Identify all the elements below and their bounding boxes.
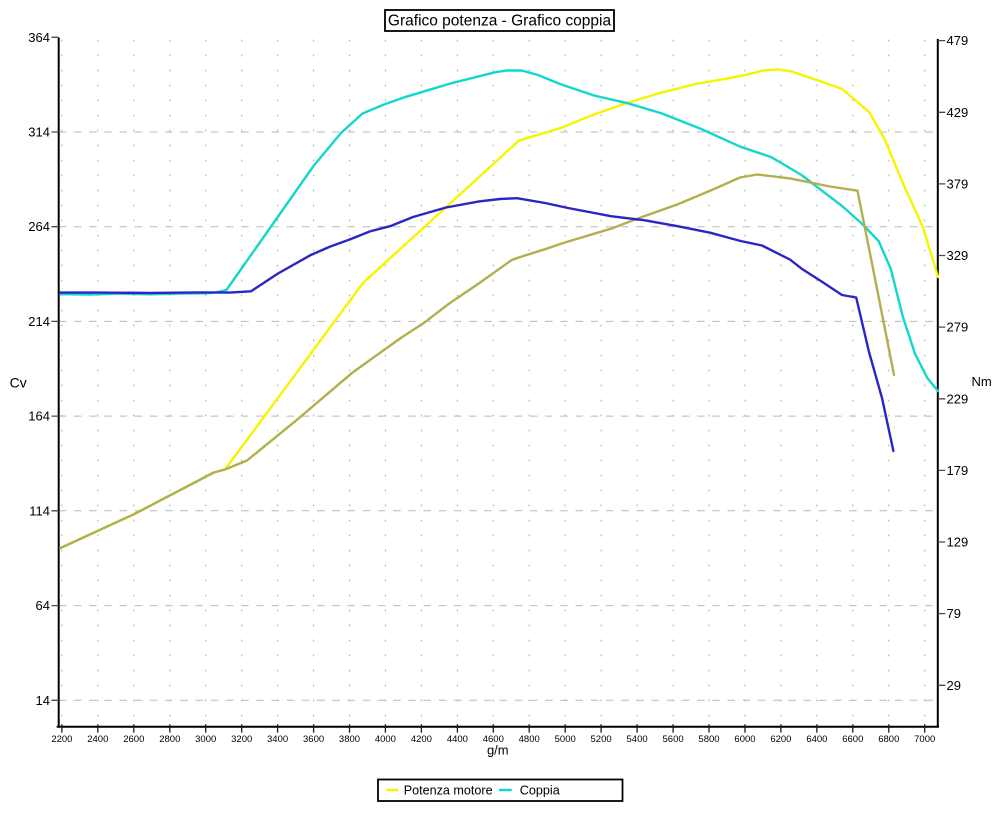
svg-text:3200: 3200 — [231, 734, 252, 745]
svg-text:Coppia: Coppia — [520, 784, 560, 798]
svg-text:Cv: Cv — [10, 375, 27, 391]
svg-text:4200: 4200 — [411, 734, 432, 745]
svg-text:14: 14 — [36, 693, 50, 708]
svg-text:2400: 2400 — [87, 734, 108, 745]
svg-text:429: 429 — [947, 105, 969, 120]
svg-text:314: 314 — [28, 125, 50, 140]
svg-text:214: 214 — [28, 314, 50, 329]
svg-text:4800: 4800 — [519, 734, 540, 745]
svg-text:2800: 2800 — [159, 734, 180, 745]
svg-text:379: 379 — [947, 176, 969, 191]
svg-text:5600: 5600 — [663, 734, 684, 745]
svg-text:5400: 5400 — [627, 734, 648, 745]
svg-text:5000: 5000 — [555, 734, 576, 745]
svg-text:479: 479 — [947, 33, 969, 48]
svg-text:4000: 4000 — [375, 734, 396, 745]
svg-text:114: 114 — [29, 503, 50, 518]
svg-text:4400: 4400 — [447, 734, 468, 745]
svg-text:4600: 4600 — [483, 734, 504, 745]
svg-text:264: 264 — [28, 219, 50, 234]
svg-text:3000: 3000 — [195, 734, 216, 745]
svg-text:64: 64 — [36, 598, 50, 613]
svg-text:2200: 2200 — [51, 734, 72, 745]
svg-text:164: 164 — [28, 409, 50, 424]
svg-text:364: 364 — [28, 30, 50, 45]
svg-text:179: 179 — [947, 463, 969, 478]
svg-text:Grafico potenza - Grafico copp: Grafico potenza - Grafico coppia — [388, 13, 612, 30]
svg-text:g/m: g/m — [487, 743, 509, 758]
svg-text:6600: 6600 — [842, 734, 863, 745]
svg-text:29: 29 — [947, 678, 961, 693]
svg-text:3800: 3800 — [339, 734, 360, 745]
svg-text:3400: 3400 — [267, 734, 288, 745]
svg-text:Potenza motore: Potenza motore — [404, 784, 493, 798]
svg-text:6200: 6200 — [770, 734, 791, 745]
svg-text:6000: 6000 — [734, 734, 755, 745]
svg-text:279: 279 — [947, 320, 969, 335]
svg-text:329: 329 — [947, 248, 969, 263]
svg-text:7000: 7000 — [914, 734, 935, 745]
svg-text:5800: 5800 — [698, 734, 719, 745]
svg-text:Nm: Nm — [972, 374, 992, 389]
svg-text:79: 79 — [947, 606, 961, 621]
svg-text:2600: 2600 — [123, 734, 144, 745]
svg-text:3600: 3600 — [303, 734, 324, 745]
svg-text:5200: 5200 — [591, 734, 612, 745]
svg-text:6800: 6800 — [878, 734, 899, 745]
svg-text:6400: 6400 — [806, 734, 827, 745]
svg-text:229: 229 — [947, 391, 969, 406]
svg-text:129: 129 — [947, 535, 969, 550]
